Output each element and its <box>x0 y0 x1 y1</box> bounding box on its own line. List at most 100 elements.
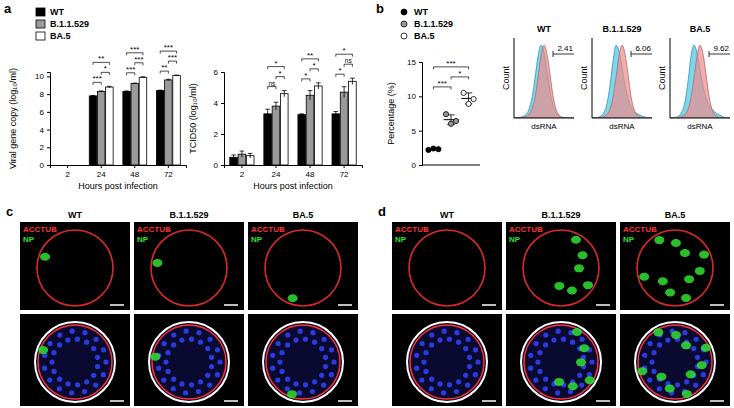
error-bar <box>166 79 171 80</box>
np-signal <box>665 289 675 297</box>
x-axis: 2244872 <box>51 165 187 179</box>
nucleus <box>535 359 540 364</box>
legend-item: B.1.1.529 <box>36 19 89 29</box>
np-signal <box>150 353 160 361</box>
np-signal <box>40 253 50 261</box>
image-background <box>248 314 358 406</box>
tick: 8 <box>40 90 50 99</box>
nucleus <box>310 330 315 335</box>
nucleus <box>467 364 472 369</box>
micrograph <box>506 314 616 406</box>
significance-label: *** <box>446 59 455 68</box>
legend-label: B.1.1.529 <box>50 19 89 29</box>
error-bar <box>265 109 270 118</box>
tick-mark <box>310 165 311 168</box>
nucleus <box>437 338 442 343</box>
tick-label: 15 <box>407 58 416 67</box>
legend-marker <box>401 21 407 27</box>
axis-line <box>670 38 730 118</box>
nucleus <box>421 359 426 364</box>
nucleus <box>693 382 698 387</box>
bar <box>156 91 164 165</box>
organoid <box>35 322 115 402</box>
axis-line <box>592 38 652 118</box>
channel-label: ACCTUB <box>623 225 657 234</box>
nucleus <box>156 366 161 371</box>
column-title: B.1.1.529 <box>541 210 580 220</box>
histogram-area <box>592 45 652 118</box>
nucleus <box>217 359 222 364</box>
nucleus <box>456 340 461 345</box>
point <box>461 90 466 95</box>
np-signal <box>585 376 595 384</box>
nucleus <box>196 389 201 394</box>
nucleus <box>179 338 184 343</box>
bar <box>306 95 314 165</box>
histogram-area <box>514 45 574 118</box>
nucleus <box>209 364 214 369</box>
histogram: B.1.1.529dsRNACount6.06 <box>579 24 652 131</box>
bar-chart: 02462244872TCID50 (log₁₀/ml)Hours post i… <box>188 46 363 191</box>
nucleus <box>42 366 47 371</box>
nucleus <box>48 341 53 346</box>
nucleus <box>165 350 170 355</box>
nucleus <box>456 379 461 384</box>
nucleus <box>473 372 478 377</box>
nucleus <box>285 386 290 391</box>
tick: 10 <box>35 72 50 81</box>
nucleus <box>649 359 654 364</box>
tick: 6 <box>214 68 224 77</box>
axis-line <box>47 73 51 166</box>
significance-label: *** <box>164 43 173 52</box>
np-signal <box>639 273 649 281</box>
point <box>471 96 476 101</box>
legend-label: WT <box>50 7 64 17</box>
nucleus <box>543 377 548 382</box>
tick: 15 <box>407 58 422 67</box>
y-axis: 0246810 <box>35 72 50 170</box>
nucleus <box>561 337 566 342</box>
channel-label: ACCTUB <box>23 225 57 234</box>
tick-label: 24 <box>97 170 106 179</box>
organoid-ring <box>638 325 712 399</box>
organoid-ring <box>523 230 599 306</box>
nucleus <box>319 346 324 351</box>
plot-marks <box>514 45 574 118</box>
image-background <box>20 222 130 310</box>
bar <box>123 91 131 165</box>
tick-label: 10 <box>35 72 44 81</box>
nucleus <box>95 364 100 369</box>
significance-label: * <box>279 69 282 78</box>
column-title: WT <box>68 210 82 220</box>
nucleus <box>82 389 87 394</box>
np-signal <box>568 382 578 390</box>
column-title: WT <box>440 210 454 220</box>
organoid-ring <box>524 325 598 399</box>
nucleus <box>57 377 62 382</box>
np-signal <box>658 277 668 285</box>
bar <box>315 86 323 165</box>
tick-mark <box>168 165 169 168</box>
np-signal <box>684 275 694 283</box>
tick: 4 <box>214 99 224 108</box>
nucleus <box>441 390 446 395</box>
nucleus <box>423 350 428 355</box>
nucleus <box>693 337 698 342</box>
nucleus <box>442 329 447 334</box>
column-title: BA.5 <box>665 210 686 220</box>
tick-mark <box>344 165 345 168</box>
nucleus <box>205 373 210 378</box>
np-signal <box>671 239 681 247</box>
panel-label: a <box>4 1 12 16</box>
tick: 2 <box>40 143 50 152</box>
nucleus <box>651 350 656 355</box>
nucleus <box>691 346 696 351</box>
nucleus <box>414 366 419 371</box>
significance-label: * <box>458 69 461 78</box>
tick-mark <box>419 96 422 97</box>
nucleus <box>207 337 212 342</box>
error-bar <box>240 151 245 157</box>
nucleus <box>95 355 100 360</box>
histogram: BA.5dsRNACount9.62 <box>657 24 730 131</box>
nucleus <box>277 359 282 364</box>
